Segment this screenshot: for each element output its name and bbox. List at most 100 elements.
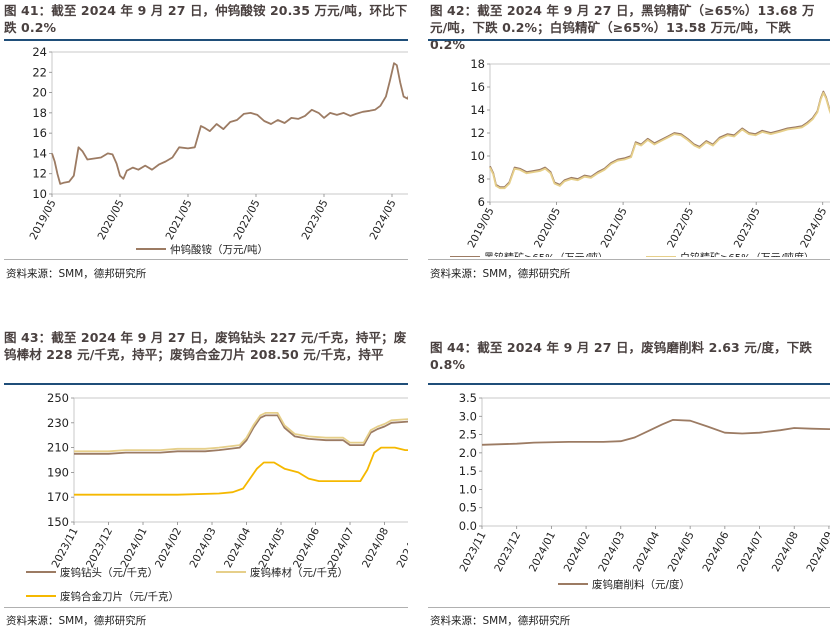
legend-label: 废钨合金刀片（元/千克） (60, 590, 179, 603)
source-note: 资料来源：SMM，德邦研究所 (430, 615, 571, 627)
x-tick-label: 2024/05 (257, 526, 288, 570)
panel-fig43: 图 43：截至 2024 年 9 月 27 日，废钨钻头 227 元/千克，持平… (4, 329, 408, 363)
y-tick-label: 10 (32, 187, 47, 201)
chart-title: 图 43：截至 2024 年 9 月 27 日，废钨钻头 227 元/千克，持平… (4, 330, 407, 362)
y-tick-label: 0.0 (459, 519, 477, 533)
y-tick-label: 150 (47, 515, 69, 529)
x-tick-label: 2024/07 (326, 526, 357, 570)
y-tick-label: 24 (32, 45, 47, 59)
series-line (74, 414, 408, 455)
x-tick-label: 2023/12 (492, 530, 523, 574)
x-tick-label: 2024/04 (222, 525, 253, 569)
title-rule (4, 39, 408, 41)
x-tick-label: 2019/05 (466, 206, 497, 250)
source-note: 资料来源：SMM，德邦研究所 (6, 615, 147, 627)
y-tick-label: 14 (32, 146, 47, 160)
x-tick-label: 2024/02 (562, 530, 593, 574)
y-tick-label: 2.5 (459, 428, 477, 442)
series-line (74, 412, 408, 453)
x-tick-label: 2024/04 (631, 529, 662, 573)
x-tick-label: 2019/05 (28, 198, 59, 242)
chart-fig41: 10 12 14 16 18 20 22 24 2019/05 2020/05 2021/05 202… (28, 45, 408, 256)
x-tick-label: 2024/09 (804, 530, 830, 574)
chart-title: 图 44：截至 2024 年 9 月 27 日，废钨磨削料 2.63 元/度，下… (430, 340, 812, 372)
y-tick-label: 2.0 (459, 446, 477, 460)
source-rule (428, 259, 830, 260)
x-tick-label: 2024/08 (770, 530, 801, 574)
y-tick-label: 14 (470, 103, 485, 117)
series-line (489, 90, 830, 188)
series-line (489, 91, 830, 190)
y-tick-label: 18 (32, 106, 47, 120)
x-tick-label: 2024/09 (395, 526, 408, 570)
x-tick-label: 2023/12 (84, 526, 115, 570)
source-note: 资料来源：SMM，德邦研究所 (6, 268, 147, 280)
y-tick-label: 190 (47, 465, 69, 479)
x-tick-label: 2023/05 (300, 198, 331, 242)
x-tick-label: 2020/05 (532, 206, 563, 250)
x-tick-label: 2021/05 (599, 206, 630, 250)
y-tick-label: 12 (32, 167, 47, 181)
plot-frame (73, 397, 408, 523)
series-line (51, 62, 408, 185)
x-tick-label: 2024/05 (368, 198, 399, 242)
y-tick-label: 1.0 (459, 482, 477, 496)
x-tick-label: 2024/02 (153, 526, 184, 570)
x-tick-label: 2024/01 (527, 530, 558, 574)
chart-fig42: 6 8 10 12 14 16 18 2019/05 2020/05 2021/05 2022/05… (450, 57, 830, 257)
x-tick-label: 2022/05 (232, 198, 263, 242)
y-tick-label: 170 (47, 490, 69, 504)
x-tick-label: 2024/05 (798, 206, 829, 250)
title-rule (428, 383, 830, 385)
source-rule (4, 259, 408, 260)
y-tick-label: 16 (470, 80, 485, 94)
plot-frame (489, 63, 830, 203)
y-tick-label: 10 (470, 149, 485, 163)
y-tick-label: 250 (47, 391, 69, 405)
x-tick-label: 2024/06 (700, 529, 731, 573)
y-tick-label: 20 (32, 86, 47, 100)
plot-frame (51, 51, 408, 195)
source-note: 资料来源：SMM，德邦研究所 (430, 268, 571, 280)
x-tick-label: 2024/03 (188, 526, 219, 570)
legend-label: 仲钨酸铵（万元/吨） (170, 243, 268, 256)
plot-frame (481, 397, 830, 527)
x-tick-label: 2023/05 (732, 206, 763, 250)
series-line (481, 419, 830, 446)
x-tick-label: 2023/11 (50, 526, 81, 570)
y-tick-label: 8 (478, 172, 485, 186)
x-tick-label: 2024/08 (360, 526, 391, 570)
source-rule (428, 607, 830, 608)
y-tick-label: 18 (470, 57, 485, 71)
chart-title: 图 41：截至 2024 年 9 月 27 日，仲钨酸铵 20.35 万元/吨，… (4, 3, 408, 35)
y-tick-label: 210 (47, 441, 69, 455)
legend-label: 废钨棒材（元/千克） (250, 566, 348, 579)
x-tick-label: 2024/06 (291, 525, 322, 569)
y-tick-label: 3.0 (459, 409, 477, 423)
title-rule (4, 383, 408, 385)
x-tick-label: 2020/05 (96, 198, 127, 242)
y-tick-label: 16 (32, 126, 47, 140)
x-tick-label: 2022/05 (665, 206, 696, 250)
legend-label: 白钨精矿≥65%（万元/吨度） (680, 251, 814, 257)
y-tick-label: 22 (32, 65, 47, 79)
legend-label: 废钨磨削料（元/度） (592, 578, 690, 591)
y-tick-label: 6 (478, 195, 485, 209)
y-tick-label: 0.5 (459, 501, 477, 515)
x-tick-label: 2024/05 (666, 530, 697, 574)
x-tick-label: 2024/03 (596, 530, 627, 574)
x-tick-label: 2024/07 (735, 530, 766, 574)
y-tick-label: 1.5 (459, 464, 477, 478)
panel-fig44: 图 44：截至 2024 年 9 月 27 日，废钨磨削料 2.63 元/度，下… (430, 339, 830, 373)
source-rule (4, 607, 408, 608)
title-rule (428, 39, 830, 41)
y-tick-label: 3.5 (459, 391, 477, 405)
y-tick-label: 12 (470, 126, 485, 140)
series-line (74, 446, 408, 496)
panel-fig41: 图 41：截至 2024 年 9 月 27 日，仲钨酸铵 20.35 万元/吨，… (4, 2, 408, 36)
y-tick-label: 230 (47, 416, 69, 430)
x-tick-label: 2024/01 (119, 526, 150, 570)
x-tick-label: 2023/11 (458, 530, 489, 574)
